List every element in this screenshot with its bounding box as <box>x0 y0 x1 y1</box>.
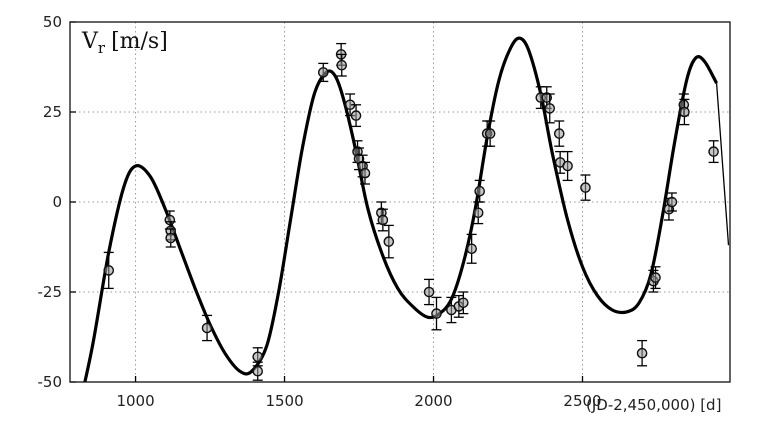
data-point <box>383 224 395 259</box>
data-point <box>474 179 486 203</box>
data-point-marker <box>650 272 661 283</box>
data-point-marker <box>474 185 486 197</box>
data-point <box>636 339 648 367</box>
x-tick-labels: 1000 1500 2000 2500 <box>116 392 601 410</box>
data-point-marker <box>541 92 553 103</box>
data-point-marker <box>350 110 362 121</box>
data-point <box>350 104 362 128</box>
data-point <box>377 208 389 232</box>
grid-lines <box>70 21 730 383</box>
data-point-marker <box>580 182 591 193</box>
x-tick-label: 2500 <box>563 392 601 410</box>
data-point-marker <box>164 214 176 226</box>
data-point-marker <box>636 347 648 359</box>
data-point <box>252 361 264 381</box>
data-point <box>580 174 591 201</box>
data-point <box>666 192 678 212</box>
data-point-marker <box>252 365 264 377</box>
data-point-marker <box>466 243 477 255</box>
data-point <box>103 251 115 290</box>
data-point-marker <box>201 322 213 334</box>
data-point <box>679 98 690 126</box>
data-point <box>562 150 573 182</box>
data-point <box>446 296 457 324</box>
data-point-marker <box>317 67 329 78</box>
data-point-marker <box>679 106 690 118</box>
data-point <box>431 296 442 331</box>
x-tick-label: 2000 <box>414 392 452 410</box>
y-axis-label: Vr [m/s] <box>81 29 168 57</box>
data-point <box>466 233 477 264</box>
data-point-marker <box>165 232 177 244</box>
data-point-marker <box>383 236 395 247</box>
data-point <box>708 140 719 164</box>
y-tick-label: -50 <box>38 373 63 391</box>
fit-curve <box>83 36 719 383</box>
data-points <box>103 42 719 381</box>
data-point-marker <box>377 214 389 226</box>
fit-curve-extension <box>715 83 730 246</box>
data-point <box>359 161 371 185</box>
data-point <box>317 62 329 83</box>
y-tick-labels: 50 25 0 -25 -50 <box>38 13 63 391</box>
data-point-marker <box>484 128 496 139</box>
data-point <box>458 291 469 315</box>
data-point-marker <box>666 196 678 208</box>
x-tick-label: 1000 <box>116 392 154 410</box>
data-point-marker <box>562 160 573 172</box>
y-tick-label: 0 <box>52 193 62 211</box>
data-point <box>650 266 661 290</box>
data-point <box>553 120 565 147</box>
y-axis-label-main: V <box>81 29 99 54</box>
data-point-marker <box>103 265 115 276</box>
data-point-marker <box>359 167 371 179</box>
data-point <box>554 150 566 174</box>
y-axis-label-unit: [m/s] <box>111 29 168 54</box>
plot-frame <box>69 21 731 383</box>
data-point-marker <box>252 351 264 363</box>
data-point <box>544 93 556 124</box>
data-point <box>484 120 496 147</box>
data-point-marker <box>336 59 348 71</box>
x-axis-label: (JD-2,450,000) [d] <box>586 396 721 414</box>
data-point <box>352 140 363 164</box>
y-axis-label-subscript: r <box>98 39 106 57</box>
data-point-marker <box>423 286 435 298</box>
y-tick-label: 50 <box>43 13 62 31</box>
data-point-marker <box>553 128 565 139</box>
data-point <box>336 53 348 77</box>
data-point-marker <box>431 308 442 319</box>
data-point <box>423 278 435 306</box>
data-point-marker <box>708 146 719 157</box>
data-point-marker <box>458 297 469 309</box>
fit-curve-group <box>83 36 730 383</box>
data-point-marker <box>544 103 556 114</box>
data-point <box>201 314 213 342</box>
data-point-marker <box>472 207 484 219</box>
data-point <box>165 228 177 248</box>
y-tick-label: -25 <box>38 283 63 301</box>
x-tick-label: 1500 <box>265 392 303 410</box>
y-tick-label: 25 <box>43 103 62 121</box>
